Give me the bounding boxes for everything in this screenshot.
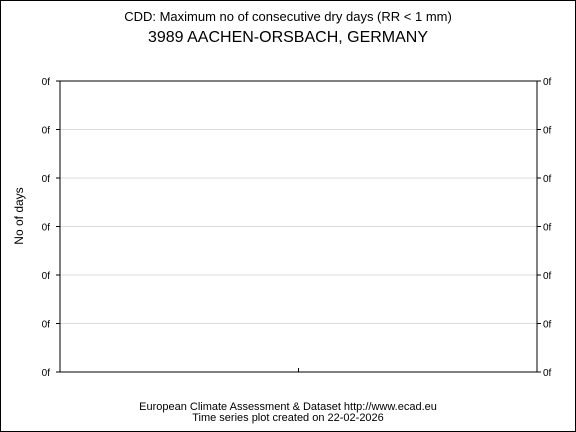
y-axis-left: 0f 0f 0f 0f 0f 0f 0f [42, 77, 60, 379]
y-axis-right: 0f 0f 0f 0f 0f 0f 0f [537, 77, 552, 379]
y-axis-label: No of days [12, 187, 26, 244]
y-tick-label-right: 0f [543, 126, 552, 137]
y-tick-label-left: 0f [42, 320, 51, 331]
chart-subtitle: 3989 AACHEN-ORSBACH, GERMANY [148, 29, 428, 46]
y-tick-label-right: 0f [543, 320, 552, 331]
y-tick-label-right: 0f [543, 271, 552, 282]
footer-created: Time series plot created on 22-02-2026 [192, 412, 384, 424]
y-tick-label-left: 0f [42, 368, 51, 379]
y-tick-label-right: 0f [543, 174, 552, 185]
y-tick-label-left: 0f [42, 174, 51, 185]
footer-source: European Climate Assessment & Dataset ht… [139, 401, 437, 413]
y-tick-label-left: 0f [42, 77, 51, 88]
y-tick-label-left: 0f [42, 271, 51, 282]
y-tick-label-right: 0f [543, 368, 552, 379]
chart-title: CDD: Maximum no of consecutive dry days … [124, 9, 452, 24]
y-tick-label-right: 0f [543, 223, 552, 234]
y-tick-label-left: 0f [42, 126, 51, 137]
y-tick-label-left: 0f [42, 223, 51, 234]
grid-lines [60, 129, 537, 324]
y-tick-label-right: 0f [543, 77, 552, 88]
